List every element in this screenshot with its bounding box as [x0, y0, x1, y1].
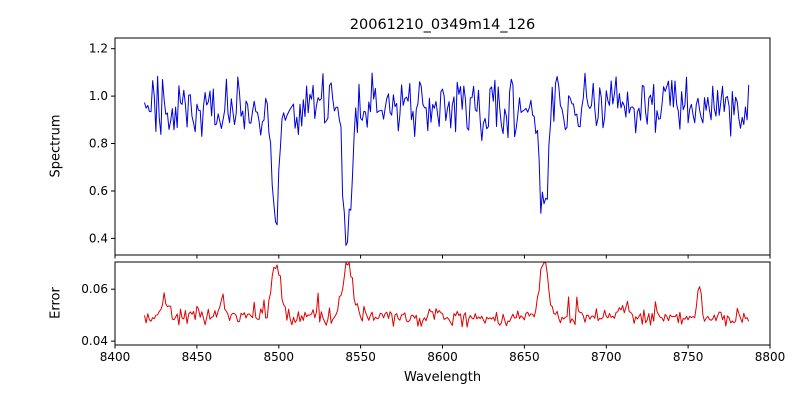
y-tick-label: 1.2 [89, 42, 108, 56]
y-tick-label: 0.04 [81, 334, 108, 348]
x-tick-label: 8650 [509, 350, 540, 364]
x-tick-label: 8550 [345, 350, 376, 364]
x-tick-label: 8400 [100, 350, 131, 364]
x-tick-label: 8750 [673, 350, 704, 364]
error-line [144, 262, 750, 328]
spectrum-line [144, 72, 750, 246]
y-tick-label: 0.4 [89, 231, 108, 245]
x-tick-label: 8700 [591, 350, 622, 364]
x-tick-label: 8800 [755, 350, 786, 364]
chart-title: 20061210_0349m14_126 [349, 17, 536, 33]
y-tick-label: 0.8 [89, 137, 108, 151]
x-axis-label: Wavelength [403, 370, 482, 385]
y-tick-label: 1.0 [89, 89, 108, 103]
x-tick-label: 8600 [427, 350, 458, 364]
error-axes [114, 261, 771, 346]
x-tick-label: 8450 [182, 350, 213, 364]
y-tick-label: 0.06 [81, 282, 108, 296]
y-tick-label: 0.6 [89, 184, 108, 198]
spectrum-axes [114, 37, 771, 256]
x-tick-label: 8500 [264, 350, 295, 364]
